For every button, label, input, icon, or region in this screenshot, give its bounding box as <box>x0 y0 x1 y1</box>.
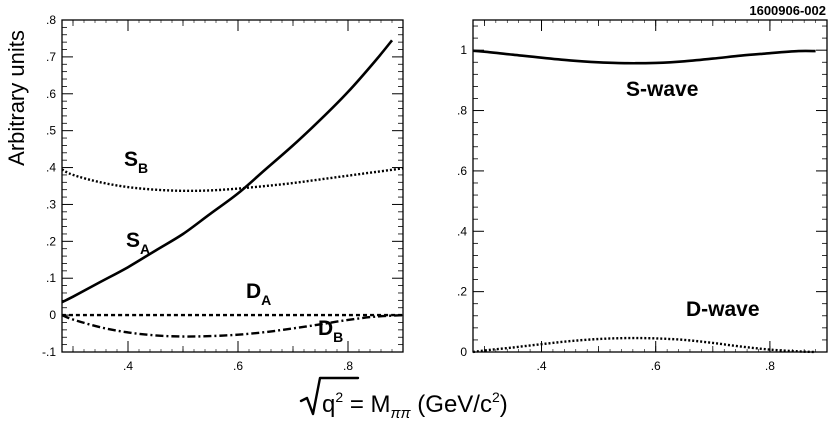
x-label-units-exp: 2 <box>492 389 500 405</box>
left-label-d-a: DA <box>246 280 271 308</box>
left-label-d-b: DB <box>318 317 343 345</box>
left-ytick-label: .1 <box>46 271 56 285</box>
left-ytick-label: 0 <box>49 308 56 322</box>
left-ytick-label: .7 <box>46 50 56 64</box>
right-ytick-label: .4 <box>457 224 467 238</box>
sqrt-sign-icon <box>299 376 360 416</box>
right-ytick-label: 0 <box>460 345 467 359</box>
right-series-d-wave <box>472 336 816 354</box>
x-label-q: q <box>322 391 335 418</box>
right-label-d-wave: D-wave <box>686 298 760 321</box>
figure-id: 1600906-002 <box>749 3 826 18</box>
right-ytick-label: .2 <box>457 285 467 299</box>
left-series-d-b <box>61 313 404 338</box>
right-plot-frame <box>472 19 828 353</box>
right-xtick-label: .4 <box>537 359 547 373</box>
left-ytick-label: .3 <box>46 197 56 211</box>
left-ytick-label: .8 <box>46 13 56 27</box>
y-axis-title: Arbitrary units <box>4 30 29 166</box>
left-label-s-a: SA <box>126 229 150 257</box>
right-ytick-label: .8 <box>457 104 467 118</box>
right-series-s-wave <box>472 49 816 65</box>
x-label-units-pre: (GeV/c <box>411 391 492 418</box>
right-panel: 0 .2 .4 .6 .8 1 .4 .6 .8 S-wave D-wave <box>457 19 828 373</box>
left-ytick-label: .6 <box>46 87 56 101</box>
right-ytick-label: 1 <box>460 43 467 57</box>
left-ytick-label: -.1 <box>42 345 56 359</box>
svg-text:q2 = Mππ (GeV/c2): q2 = Mππ (GeV/c2) <box>322 389 508 422</box>
right-xtick-label: .8 <box>765 359 775 373</box>
left-xtick-label: .4 <box>123 359 133 373</box>
left-series-s-b <box>61 167 404 193</box>
x-label-units-post: ) <box>500 391 508 418</box>
left-xtick-label: .6 <box>233 359 243 373</box>
left-plot-frame <box>61 19 404 353</box>
x-label-q-exp: 2 <box>335 389 343 405</box>
left-ytick-label: .2 <box>46 234 56 248</box>
left-xtick-label: .8 <box>343 359 353 373</box>
x-axis-title: q2 = Mππ (GeV/c2) <box>299 376 508 422</box>
x-label-sub: ππ <box>391 405 412 422</box>
left-ytick-label: .4 <box>46 161 56 175</box>
right-xtick-label: .6 <box>651 359 661 373</box>
x-label-mid: = M <box>343 391 390 418</box>
right-ytick-label: .6 <box>457 164 467 178</box>
left-label-s-b: SB <box>124 148 148 176</box>
left-ytick-label: .5 <box>46 124 56 138</box>
left-panel: -.1 0 .1 .2 .3 .4 .5 .6 .7 .8 .4 .6 .8 SA SB DA DB <box>42 13 404 373</box>
left-series-s-a <box>61 39 394 304</box>
right-label-s-wave: S-wave <box>626 78 698 101</box>
